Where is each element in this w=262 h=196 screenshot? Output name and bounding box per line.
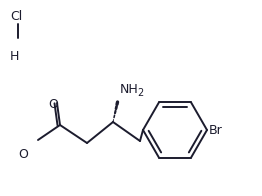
Text: O: O (18, 148, 28, 161)
Text: H: H (10, 50, 19, 63)
Text: 2: 2 (137, 88, 143, 98)
Text: Br: Br (209, 123, 223, 136)
Text: NH: NH (120, 83, 139, 96)
Text: O: O (48, 98, 58, 111)
Text: Cl: Cl (10, 10, 22, 23)
